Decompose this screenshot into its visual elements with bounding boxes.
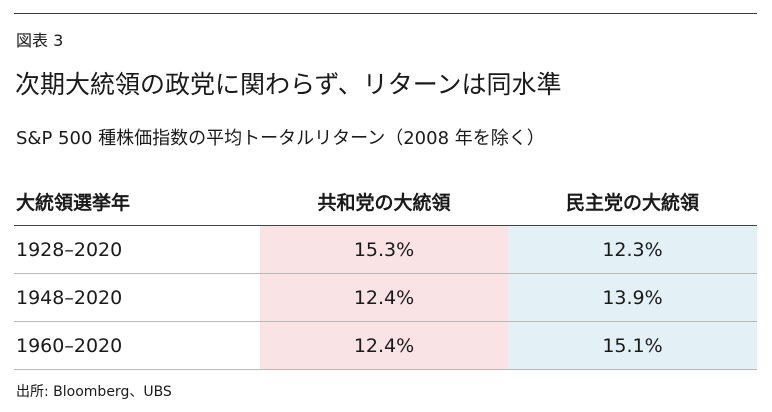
header-election-year: 大統領選挙年 (14, 178, 260, 226)
republican-return-cell: 12.4% (260, 321, 508, 370)
returns-table: 大統領選挙年 共和党の大統領 民主党の大統領 1928–2020 15.3% 1… (14, 178, 757, 370)
table-row: 1928–2020 15.3% 12.3% (14, 225, 757, 274)
table-row: 1960–2020 12.4% 15.1% (14, 321, 757, 370)
subtitle: S&P 500 種株価指数の平均トータルリターン（2008 年を除く） (16, 128, 545, 149)
period-cell: 1928–2020 (14, 225, 260, 274)
header-democrat-president: 民主党の大統領 (508, 178, 757, 226)
democrat-return-cell: 12.3% (508, 225, 757, 274)
period-cell: 1960–2020 (14, 321, 260, 370)
republican-return-cell: 15.3% (260, 225, 508, 274)
democrat-return-cell: 13.9% (508, 273, 757, 322)
header-republican-president: 共和党の大統領 (260, 178, 508, 226)
republican-return-cell: 12.4% (260, 273, 508, 322)
source-note: 出所: Bloomberg、UBS (16, 384, 172, 400)
period-cell: 1948–2020 (14, 273, 260, 322)
democrat-return-cell: 15.1% (508, 321, 757, 370)
top-rule (14, 13, 757, 14)
page-title: 次期大統領の政党に関わらず、リターンは同水準 (15, 70, 562, 99)
figure-label: 図表 3 (16, 31, 64, 50)
table-row: 1948–2020 12.4% 13.9% (14, 273, 757, 322)
table-header-row: 大統領選挙年 共和党の大統領 民主党の大統領 (14, 178, 757, 226)
